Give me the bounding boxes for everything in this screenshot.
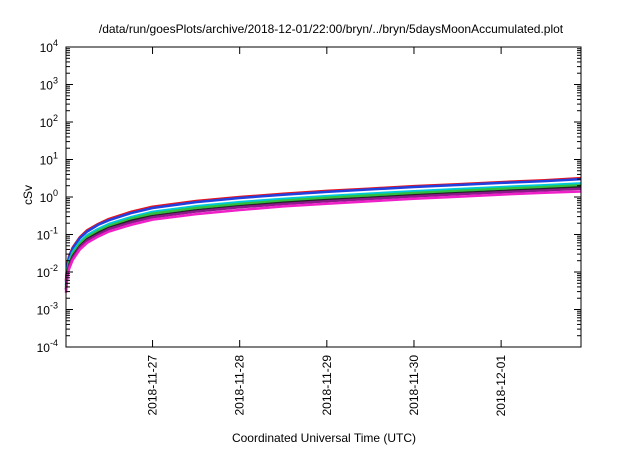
x-tick-label: 2018-11-30 xyxy=(407,355,421,416)
x-tick-label: 2018-11-29 xyxy=(320,355,334,416)
axes: 10-4 10-3 10-2 10-1 100 101 102 103 104 2018-11-2… xyxy=(37,38,582,417)
x-tick-label: 2018-11-28 xyxy=(233,355,247,416)
x-tick-label: 2018-12-01 xyxy=(494,355,508,417)
series-group xyxy=(64,176,582,293)
y-tick-label: 101 xyxy=(40,151,58,168)
y-tick-label: 104 xyxy=(40,38,58,55)
x-tick-label: 2018-11-27 xyxy=(146,355,160,416)
series-line-6 xyxy=(64,187,582,291)
x-axis-label: Coordinated Universal Time (UTC) xyxy=(232,431,416,445)
series-line-7 xyxy=(64,190,582,293)
y-tick-label: 10-1 xyxy=(37,226,58,243)
y-axis-label: cSv xyxy=(21,185,35,205)
series-line-4 xyxy=(64,184,582,288)
y-tick-label: 103 xyxy=(40,76,58,93)
y-tick-label: 100 xyxy=(40,188,58,205)
y-tick-label: 102 xyxy=(40,113,58,130)
y-tick-label: 10-3 xyxy=(37,301,58,318)
y-tick-label: 10-4 xyxy=(37,338,58,355)
chart-title: /data/run/goesPlots/archive/2018-12-01/2… xyxy=(99,22,564,36)
y-tick-label: 10-2 xyxy=(37,263,58,280)
series-line-2 xyxy=(64,177,582,282)
